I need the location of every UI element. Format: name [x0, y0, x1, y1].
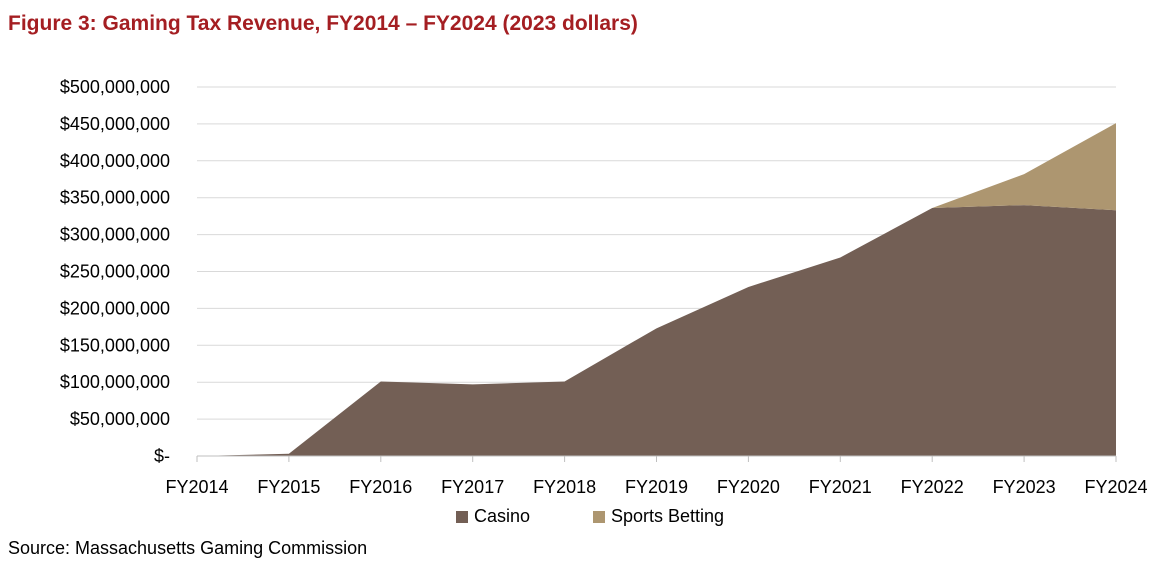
area-casino [197, 205, 1116, 456]
y-axis-ticks: $- $50,000,000 $100,000,000 $150,000,000 $20… [60, 77, 170, 466]
x-tick-label-1: FY2015 [257, 477, 320, 497]
x-tick-label-5: FY2019 [625, 477, 688, 497]
y-tick-label-5: $250,000,000 [60, 262, 170, 282]
y-tick-label-9: $450,000,000 [60, 114, 170, 134]
y-tick-label-7: $350,000,000 [60, 188, 170, 208]
y-tick-label-6: $300,000,000 [60, 225, 170, 245]
y-tick-label-2: $100,000,000 [60, 372, 170, 392]
legend-swatch-sports-betting [593, 510, 605, 523]
x-tick-label-8: FY2022 [901, 477, 964, 497]
x-axis-ticks: FY2014 FY2015 FY2016 FY2017 FY2018 FY2019 FY20… [165, 477, 1147, 497]
axes [196, 455, 1117, 462]
chart-title: Figure 3: Gaming Tax Revenue, FY2014 – F… [8, 12, 638, 35]
x-tick-label-0: FY2014 [165, 477, 228, 497]
x-tick-label-4: FY2018 [533, 477, 596, 497]
y-tick-label-4: $200,000,000 [60, 298, 170, 318]
x-tick-label-9: FY2023 [993, 477, 1056, 497]
legend-label-sports-betting: Sports Betting [611, 506, 725, 526]
legend-item-casino: Casino [456, 506, 530, 527]
y-tick-label-8: $400,000,000 [60, 151, 170, 171]
x-tick-label-2: FY2016 [349, 477, 412, 497]
y-tick-label-10: $500,000,000 [60, 77, 170, 97]
x-tick-label-6: FY2020 [717, 477, 780, 497]
legend-label-casino: Casino [474, 506, 531, 526]
x-tick-label-7: FY2021 [809, 477, 872, 497]
legend-swatch-casino [456, 510, 468, 523]
x-tick-label-10: FY2024 [1084, 477, 1147, 497]
area-series [197, 123, 1116, 457]
y-tick-label-3: $150,000,000 [60, 335, 170, 355]
y-tick-label-0: $- [154, 446, 170, 466]
source-note: Source: Massachusetts Gaming Commission [8, 538, 368, 558]
y-tick-label-1: $50,000,000 [70, 409, 170, 429]
x-tick-label-3: FY2017 [441, 477, 504, 497]
legend-item-sports-betting: Sports Betting [593, 506, 724, 527]
legend: Casino Sports Betting [0, 506, 1170, 528]
